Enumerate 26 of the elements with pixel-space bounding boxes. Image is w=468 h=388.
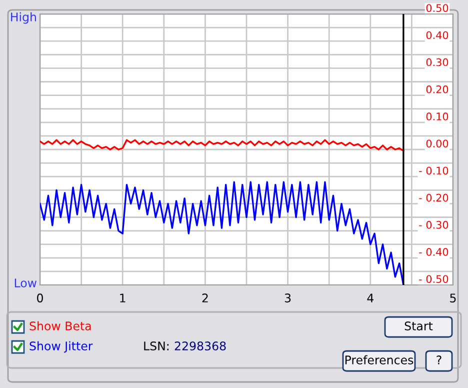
text: Preferences bbox=[345, 355, 414, 364]
text: Start bbox=[404, 321, 433, 330]
text: Low bbox=[14, 278, 37, 288]
y2-tick-label: - 0.10 bbox=[419, 166, 448, 175]
x-tick-label: 4 bbox=[367, 294, 374, 302]
y2-tick-label: 0.50 bbox=[426, 4, 448, 12]
x-tick-label: 5 bbox=[450, 294, 456, 302]
y2-tick-label: 0.40 bbox=[426, 31, 448, 40]
text: High bbox=[11, 12, 36, 24]
x-tick-label: 0 bbox=[37, 294, 43, 302]
y2-tick-label: 0.30 bbox=[426, 58, 448, 66]
y2-tick-label: - 0.40 bbox=[419, 248, 448, 256]
x-tick-label: 3 bbox=[284, 294, 291, 302]
text: ? bbox=[436, 355, 442, 364]
y2-tick-label: 0.10 bbox=[426, 112, 448, 120]
y2-tick-label: 0.20 bbox=[426, 85, 448, 94]
text: 2298368 bbox=[174, 341, 226, 350]
y2-tick-label: - 0.30 bbox=[419, 220, 448, 229]
text: LSN: bbox=[144, 341, 168, 350]
x-tick-label: 1 bbox=[120, 294, 126, 302]
text: Show Jitter bbox=[30, 341, 93, 353]
y2-tick-label: - 0.20 bbox=[419, 194, 448, 202]
text: Show Beta bbox=[30, 321, 91, 330]
y2-tick-label: - 0.50 bbox=[419, 275, 448, 283]
y2-tick-label: 0.00 bbox=[426, 140, 448, 148]
x-tick-label: 2 bbox=[202, 294, 208, 302]
